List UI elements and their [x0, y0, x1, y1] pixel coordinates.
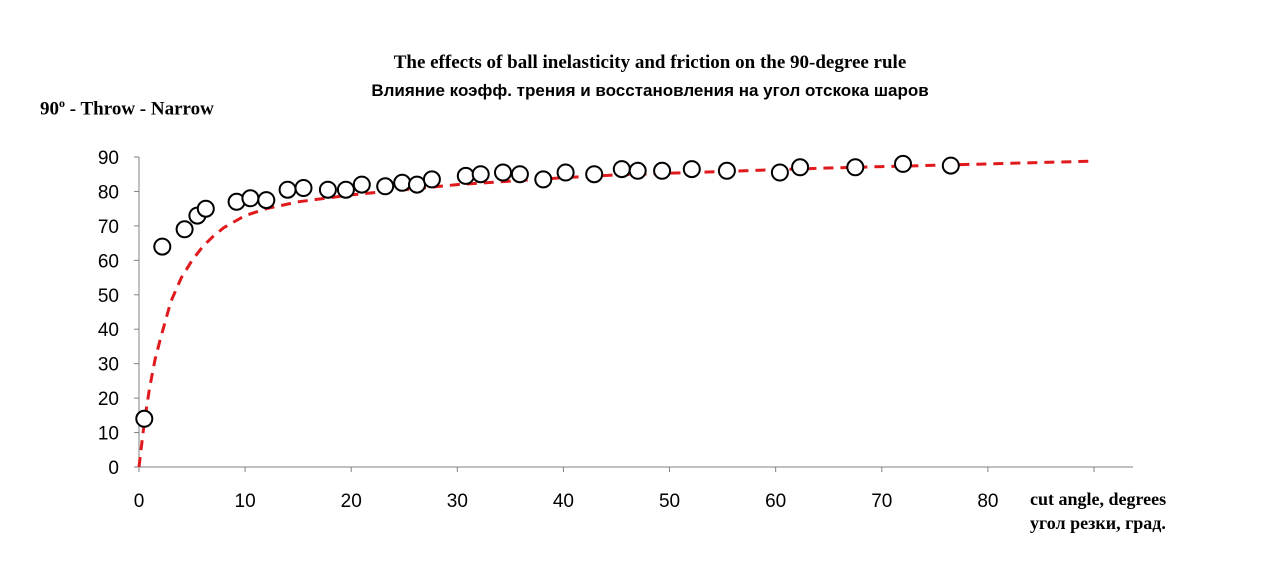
x-tick-label: 70	[871, 491, 892, 512]
x-axis-label: cut angle, degrees угол резки, град.	[1030, 487, 1166, 535]
chart-title: The effects of ball inelasticity and fri…	[393, 52, 907, 73]
x-tick-label: 80	[977, 491, 998, 512]
data-point	[894, 154, 912, 173]
data-point	[135, 409, 154, 428]
data-point	[422, 170, 441, 189]
y-axis-label-degree: o	[59, 96, 65, 110]
data-point	[941, 156, 960, 175]
y-axis-label-rest: - Throw - Narrow	[65, 98, 214, 120]
data-point	[770, 163, 789, 182]
data-point	[534, 170, 553, 189]
data-point	[278, 180, 297, 199]
x-axis-label-en: cut angle, degrees	[1030, 489, 1167, 509]
data-point	[556, 163, 575, 182]
y-tick-label: 90	[98, 148, 119, 169]
data-point	[336, 180, 355, 199]
x-tick-label: 60	[765, 491, 786, 512]
data-point	[471, 165, 490, 184]
y-tick-label: 50	[98, 286, 119, 307]
data-point	[682, 160, 701, 179]
data-point	[294, 179, 313, 197]
y-axis-label: 90o - Throw - Narrow	[40, 96, 214, 120]
y-tick-label: 0	[108, 458, 119, 479]
data-point	[791, 158, 810, 177]
y-tick-label: 20	[98, 389, 119, 410]
x-tick-label: 20	[341, 491, 362, 512]
y-tick-label: 80	[98, 182, 119, 203]
x-tick-label: 0	[134, 491, 145, 512]
data-point	[175, 220, 194, 239]
fit-curve-line	[137, 159, 1095, 468]
data-point	[408, 175, 426, 194]
data-point	[456, 166, 475, 185]
y-tick-label: 30	[98, 355, 119, 376]
x-tick-label: 10	[235, 491, 256, 512]
data-point	[196, 199, 215, 218]
data-point	[393, 173, 412, 192]
y-axis-label-base: 90	[40, 98, 59, 120]
x-axis-label-ru: угол резки, град.	[1030, 513, 1166, 533]
data-point	[846, 158, 865, 177]
data-points-layer	[135, 154, 960, 428]
data-point	[628, 161, 647, 180]
x-tick-label: 50	[659, 491, 680, 512]
fit-curve-layer	[137, 159, 1095, 468]
data-point	[352, 175, 371, 194]
y-tick-label: 70	[98, 217, 119, 238]
y-tick-label: 60	[98, 251, 119, 272]
data-point	[653, 161, 672, 180]
data-point	[585, 165, 604, 184]
data-point	[153, 237, 172, 256]
data-point	[376, 177, 395, 196]
data-point	[257, 191, 276, 210]
data-point	[510, 165, 529, 184]
x-tick-label: 30	[447, 491, 468, 512]
y-tick-label: 10	[98, 424, 119, 445]
data-point	[494, 163, 512, 182]
data-point	[318, 180, 337, 199]
data-point	[241, 189, 260, 208]
chart-subtitle: Влияние коэфф. трения и восстановления н…	[371, 81, 929, 100]
y-tick-label: 40	[98, 320, 119, 341]
x-tick-label: 40	[553, 491, 574, 512]
data-point	[612, 160, 631, 179]
data-point	[717, 161, 736, 180]
